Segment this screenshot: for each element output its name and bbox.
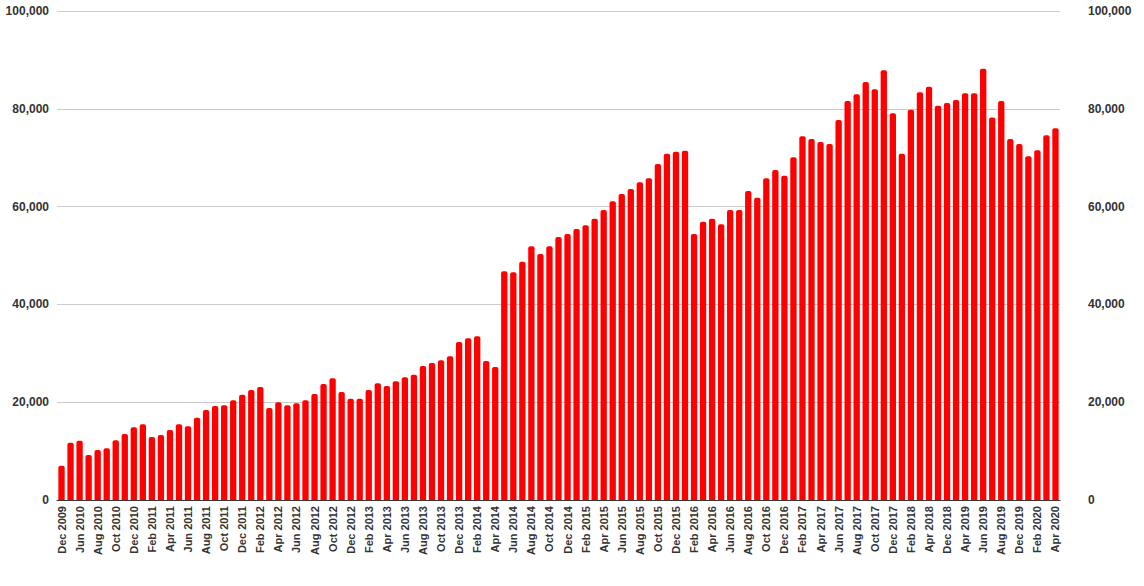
- svg-text:Dec 2019: Dec 2019: [1013, 506, 1025, 554]
- svg-text:0: 0: [1088, 493, 1095, 507]
- svg-text:60,000: 60,000: [12, 200, 49, 214]
- svg-text:Aug 2016: Aug 2016: [742, 506, 754, 555]
- svg-text:Apr 2016: Apr 2016: [706, 506, 718, 552]
- svg-text:0: 0: [42, 493, 49, 507]
- svg-text:Aug 2013: Aug 2013: [417, 506, 429, 555]
- svg-text:Apr 2011: Apr 2011: [164, 506, 176, 552]
- svg-text:Feb 2014: Feb 2014: [471, 505, 483, 553]
- svg-text:Oct 2017: Oct 2017: [869, 506, 881, 552]
- svg-text:100,000: 100,000: [1088, 4, 1132, 18]
- svg-text:Jun 2010: Jun 2010: [74, 506, 86, 553]
- svg-text:100,000: 100,000: [6, 4, 50, 18]
- svg-text:Apr 2019: Apr 2019: [959, 506, 971, 552]
- svg-text:Dec 2016: Dec 2016: [778, 506, 790, 554]
- svg-text:Dec 2009: Dec 2009: [56, 506, 68, 554]
- svg-text:Oct 2013: Oct 2013: [435, 506, 447, 552]
- svg-text:Aug 2014: Aug 2014: [525, 505, 537, 555]
- svg-text:Jun 2011: Jun 2011: [182, 506, 194, 552]
- svg-text:40,000: 40,000: [1088, 297, 1125, 311]
- svg-text:Dec 2010: Dec 2010: [128, 506, 140, 554]
- svg-text:Jun 2015: Jun 2015: [616, 506, 628, 553]
- svg-text:Oct 2011: Oct 2011: [218, 506, 230, 551]
- svg-text:Apr 2015: Apr 2015: [598, 506, 610, 552]
- svg-text:40,000: 40,000: [12, 297, 49, 311]
- svg-text:Apr 2020: Apr 2020: [1049, 506, 1061, 552]
- svg-text:Jun 2012: Jun 2012: [290, 506, 302, 553]
- svg-text:Jun 2013: Jun 2013: [399, 506, 411, 553]
- svg-text:Feb 2015: Feb 2015: [580, 506, 592, 553]
- svg-text:Aug 2010: Aug 2010: [92, 506, 104, 555]
- svg-text:Jun 2016: Jun 2016: [724, 506, 736, 553]
- svg-text:Aug 2019: Aug 2019: [995, 506, 1007, 555]
- svg-text:Oct 2010: Oct 2010: [110, 506, 122, 552]
- svg-text:80,000: 80,000: [1088, 102, 1125, 116]
- svg-text:Apr 2017: Apr 2017: [815, 506, 827, 552]
- svg-text:Apr 2014: Apr 2014: [489, 505, 501, 552]
- svg-text:Oct 2016: Oct 2016: [760, 506, 772, 552]
- svg-text:Jun 2014: Jun 2014: [507, 505, 519, 553]
- svg-text:Jun 2017: Jun 2017: [833, 506, 845, 553]
- svg-text:20,000: 20,000: [1088, 395, 1125, 409]
- svg-text:Aug 2015: Aug 2015: [634, 506, 646, 555]
- svg-text:Dec 2014: Dec 2014: [562, 505, 574, 554]
- svg-text:Aug 2012: Aug 2012: [309, 506, 321, 555]
- svg-text:Jun 2019: Jun 2019: [977, 506, 989, 553]
- svg-text:Feb 2018: Feb 2018: [905, 506, 917, 553]
- svg-text:Feb 2013: Feb 2013: [363, 506, 375, 553]
- svg-text:Aug 2011: Aug 2011: [200, 506, 212, 554]
- svg-text:Dec 2013: Dec 2013: [453, 506, 465, 554]
- svg-text:60,000: 60,000: [1088, 200, 1125, 214]
- svg-text:Apr 2012: Apr 2012: [272, 506, 284, 552]
- svg-text:Feb 2017: Feb 2017: [796, 506, 808, 553]
- svg-text:Oct 2015: Oct 2015: [652, 506, 664, 552]
- svg-text:Feb 2020: Feb 2020: [1031, 506, 1043, 553]
- svg-text:Dec 2011: Dec 2011: [236, 506, 248, 553]
- svg-text:Dec 2018: Dec 2018: [941, 506, 953, 554]
- svg-text:Feb 2012: Feb 2012: [254, 506, 266, 553]
- svg-text:Apr 2013: Apr 2013: [381, 506, 393, 552]
- svg-text:Feb 2011: Feb 2011: [146, 506, 158, 552]
- svg-text:80,000: 80,000: [12, 102, 49, 116]
- svg-text:Feb 2016: Feb 2016: [688, 506, 700, 553]
- svg-text:Dec 2017: Dec 2017: [887, 506, 899, 554]
- svg-text:20,000: 20,000: [12, 395, 49, 409]
- svg-text:Dec 2015: Dec 2015: [670, 506, 682, 554]
- svg-text:Dec 2012: Dec 2012: [345, 506, 357, 554]
- svg-text:Apr 2018: Apr 2018: [923, 506, 935, 552]
- svg-text:Aug 2017: Aug 2017: [851, 506, 863, 555]
- svg-text:Oct 2014: Oct 2014: [543, 505, 555, 552]
- svg-text:Oct 2012: Oct 2012: [327, 506, 339, 552]
